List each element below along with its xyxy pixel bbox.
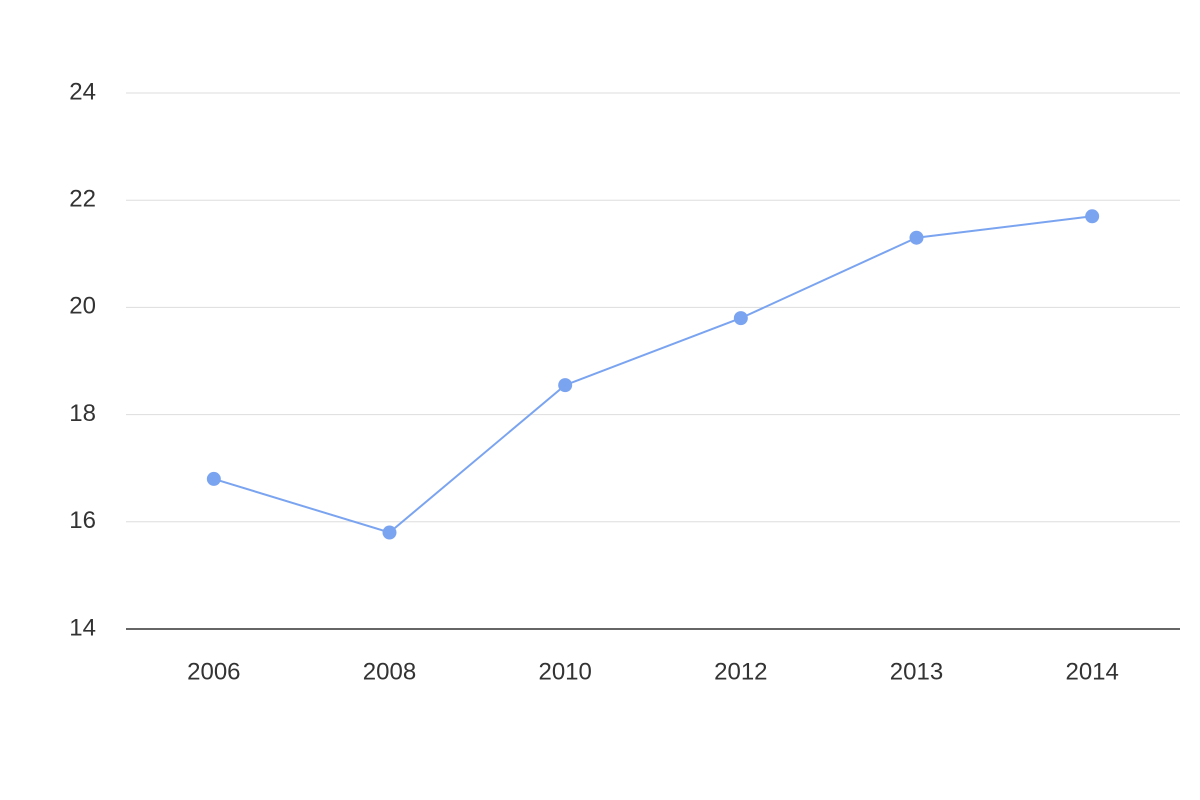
- data-point: [382, 525, 397, 540]
- y-tick-label: 14: [69, 614, 96, 641]
- y-tick-label: 18: [69, 400, 96, 427]
- x-tick-label: 2010: [538, 658, 591, 685]
- y-tick-label: 16: [69, 507, 96, 534]
- x-tick-label: 2006: [187, 658, 240, 685]
- data-line: [213, 215, 1093, 534]
- x-tick-label: 2013: [890, 658, 943, 685]
- x-tick-label: 2008: [363, 658, 416, 685]
- data-point: [1085, 209, 1100, 224]
- y-tick-label: 20: [69, 293, 96, 320]
- data-point: [558, 378, 573, 393]
- data-point: [909, 230, 924, 245]
- data-point: [206, 471, 221, 486]
- y-tick-label: 24: [69, 78, 96, 105]
- x-tick-label: 2012: [714, 658, 767, 685]
- data-point: [733, 311, 748, 326]
- x-tick-label: 2014: [1065, 658, 1118, 685]
- y-tick-label: 22: [69, 186, 96, 213]
